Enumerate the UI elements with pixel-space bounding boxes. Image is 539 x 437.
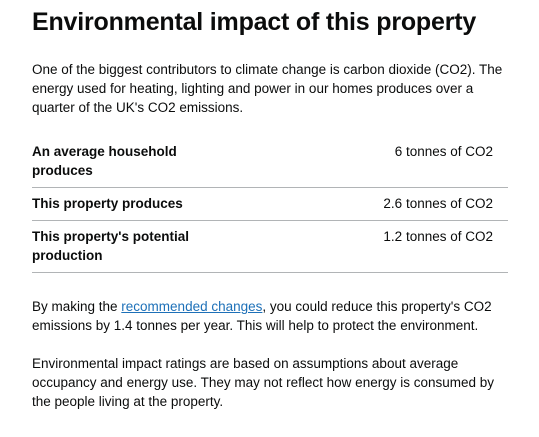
text: By making the <box>32 299 122 314</box>
row-label: An average household produces <box>32 136 207 188</box>
intro-text: One of the biggest contributors to clima… <box>32 62 503 115</box>
text: , you could reduce this property's CO2 e… <box>32 299 492 333</box>
recommendation-text: By making the recommended changes, you c… <box>32 297 508 335</box>
row-label: This property produces <box>32 187 207 221</box>
row-value: 6 tonnes of CO2 <box>207 136 508 188</box>
row-value: 1.2 tonnes of CO2 <box>207 220 508 273</box>
note-text: Environmental impact ratings are based o… <box>32 356 495 409</box>
content: Environmental impact of this property On… <box>32 8 508 409</box>
recommended-changes-link[interactable]: recommended changes <box>121 299 263 314</box>
row-label: This property's potential production <box>32 220 207 273</box>
row-value: 2.6 tonnes of CO2 <box>207 187 508 221</box>
emissions-table: An average household produces 6 tonnes of… <box>32 136 508 273</box>
table-row: This property's potential production 1.2 … <box>32 220 508 273</box>
table-row: This property produces 2.6 tonnes of CO2 <box>32 187 508 221</box>
table-row: An average household produces 6 tonnes of… <box>32 136 508 188</box>
page-title: Environmental impact of this property <box>32 8 477 36</box>
